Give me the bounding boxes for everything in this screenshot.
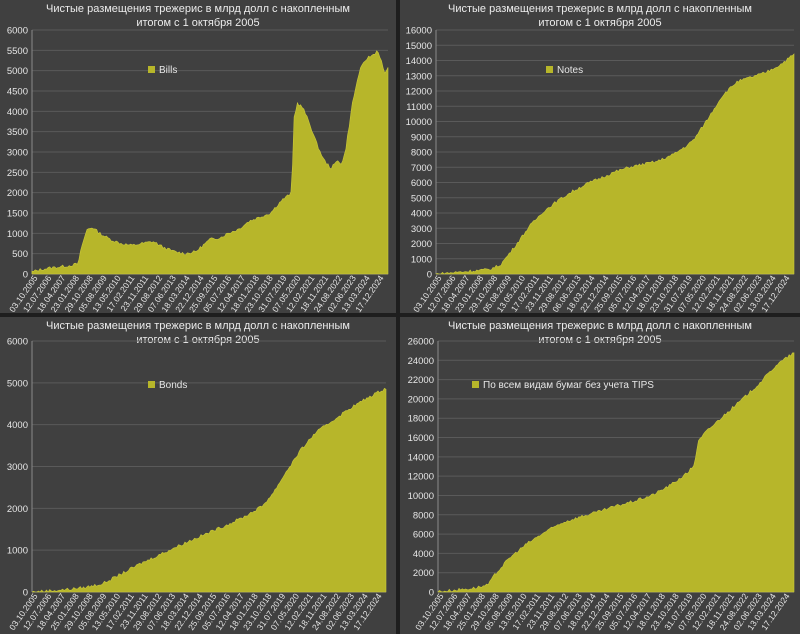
y-tick-label: 0 [427,270,432,281]
y-tick-label: 16000 [408,433,434,444]
y-tick-label: 1000 [7,546,28,557]
legend-label: Bonds [159,380,187,391]
chart-title: Чистые размещения трежерис в млрд долл с… [46,320,350,346]
chart-total: 0 2000 4000 6000 8000 10000 12000 14000 16000 180… [408,337,795,632]
y-tick-label: 3000 [7,462,28,473]
y-tick-label: 0 [23,588,28,599]
y-tick-label: 0 [23,270,28,281]
y-tick-label: 20000 [408,394,434,405]
y-tick-label: 4000 [7,107,28,118]
y-tick-label: 2000 [413,568,434,579]
chart-bonds: 010002000300040005000600003.10.200512.07… [7,337,387,632]
chart-title: Чистые размещения трежерис в млрд долл с… [46,3,350,29]
y-tick-label: 2000 [7,188,28,199]
y-tick-label: 16000 [406,26,432,37]
y-tick-label: 13000 [406,71,432,82]
y-tick-label: 24000 [408,356,434,367]
y-tick-label: 1000 [411,254,432,265]
chart-title: Чистые размещения трежерис в млрд долл с… [448,320,752,346]
y-tick-label: 15000 [406,41,432,52]
y-tick-label: 4000 [411,209,432,220]
y-tick-label: 10000 [406,117,432,128]
legend-swatch [546,66,553,73]
y-tick-label: 12000 [408,472,434,483]
y-tick-label: 26000 [408,337,434,348]
y-tick-label: 6000 [7,26,28,37]
y-tick-label: 3000 [411,224,432,235]
series-area [435,53,795,275]
y-tick-label: 9000 [411,132,432,143]
y-tick-label: 14000 [408,452,434,463]
y-tick-label: 3000 [7,148,28,159]
chart-panel-bonds: Чистые размещения трежерис в млрд долл с… [0,317,396,634]
y-tick-label: 5500 [7,46,28,57]
y-tick-label: 5000 [7,378,28,389]
chart-panel-bills: Чистые размещения трежерис в млрд долл с… [0,0,396,313]
y-tick-label: 0 [429,588,434,599]
y-tick-label: 10000 [408,491,434,502]
y-tick-label: 14000 [406,56,432,67]
y-tick-label: 12000 [406,87,432,98]
y-tick-label: 18000 [408,414,434,425]
y-tick-label: 5000 [7,66,28,77]
y-tick-label: 11000 [406,102,432,113]
y-tick-label: 7000 [411,163,432,174]
chart-title: Чистые размещения трежерис в млрд долл с… [448,3,752,29]
series-area [31,387,387,593]
y-tick-label: 2000 [7,504,28,515]
y-tick-label: 500 [12,249,28,260]
y-tick-label: 2000 [411,239,432,250]
legend-swatch [472,381,479,388]
y-tick-label: 4500 [7,87,28,98]
series-area [31,50,389,275]
y-tick-label: 6000 [7,337,28,348]
chart-panel-total: Чистые размещения трежерис в млрд долл с… [400,317,800,634]
y-tick-label: 6000 [413,530,434,541]
y-tick-label: 1500 [7,209,28,220]
y-tick-label: 4000 [7,420,28,431]
series-area [437,352,795,593]
y-tick-label: 2500 [7,168,28,179]
legend-label: По всем видам бумаг без учета TIPS [483,379,654,391]
chart-bills: 0 500 1000 1500 2000 2500 3000 3500 4000 4500 5000… [7,26,389,313]
y-tick-label: 4000 [413,549,434,560]
legend-swatch [148,66,155,73]
legend-label: Notes [557,65,583,76]
legend-label: Bills [159,65,177,76]
chart-notes: 0 1000 2000 3000 4000 5000 6000 7000 8000 9000 100… [406,26,795,313]
y-tick-label: 8000 [413,510,434,521]
chart-panel-notes: Чистые размещения трежерис в млрд долл с… [400,0,800,313]
y-tick-label: 5000 [411,193,432,204]
legend-swatch [148,381,155,388]
y-tick-label: 3500 [7,127,28,138]
y-tick-label: 8000 [411,148,432,159]
y-tick-label: 6000 [411,178,432,189]
y-tick-label: 1000 [7,229,28,240]
y-tick-label: 22000 [408,375,434,386]
